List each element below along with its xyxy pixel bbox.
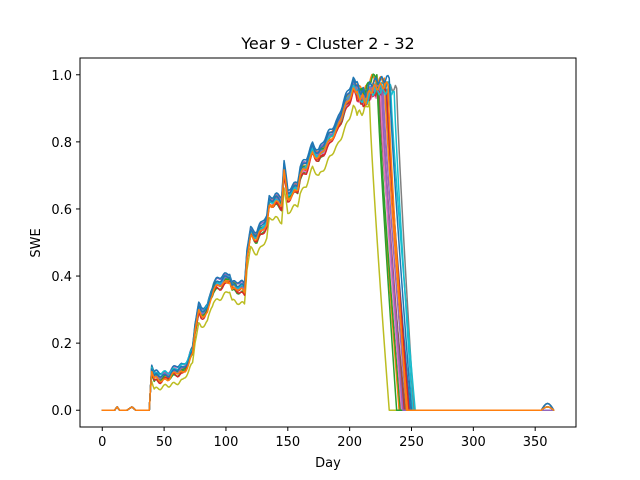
y-tick-label: 0.4 [51, 270, 72, 285]
x-axis-label: Day [315, 456, 341, 471]
x-tick-label: 350 [523, 435, 548, 450]
y-tick-label: 1.0 [51, 69, 72, 84]
plot-area [79, 57, 577, 428]
series-line [101, 81, 555, 411]
x-tick-label: 50 [156, 435, 173, 450]
x-tick-label: 100 [214, 435, 239, 450]
x-tick-label: 0 [98, 435, 106, 450]
y-tick-label: 0.6 [51, 203, 72, 218]
x-tick-label: 200 [337, 435, 362, 450]
y-tick-label: 0.2 [51, 337, 72, 352]
y-axis: 0.0 0.2 0.4 0.6 0.8 1.0 [51, 69, 80, 419]
y-tick-label: 0.8 [51, 136, 72, 151]
series-layer [101, 73, 555, 411]
x-tick-label: 250 [399, 435, 424, 450]
y-tick-label: 0.0 [51, 404, 72, 419]
x-tick-label: 150 [275, 435, 300, 450]
chart-title: Year 9 - Cluster 2 - 32 [240, 34, 414, 53]
plot-frame [79, 57, 577, 428]
y-axis-label: SWE [29, 228, 44, 257]
x-tick-label: 300 [461, 435, 486, 450]
x-axis: 0 50 100 150 200 250 300 350 [98, 427, 548, 450]
